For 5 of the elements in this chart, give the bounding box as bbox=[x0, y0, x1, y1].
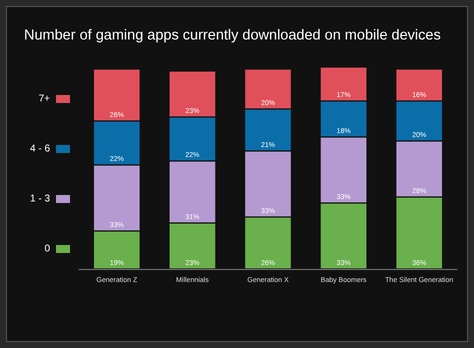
legend-label: 7+ bbox=[38, 94, 50, 104]
legend-label: 1 - 3 bbox=[30, 194, 50, 204]
legend-label: 0 bbox=[44, 244, 50, 254]
legend-label: 4 - 6 bbox=[30, 144, 50, 154]
chart-title: Number of gaming apps currently downloaded on mobile devices bbox=[24, 28, 441, 44]
